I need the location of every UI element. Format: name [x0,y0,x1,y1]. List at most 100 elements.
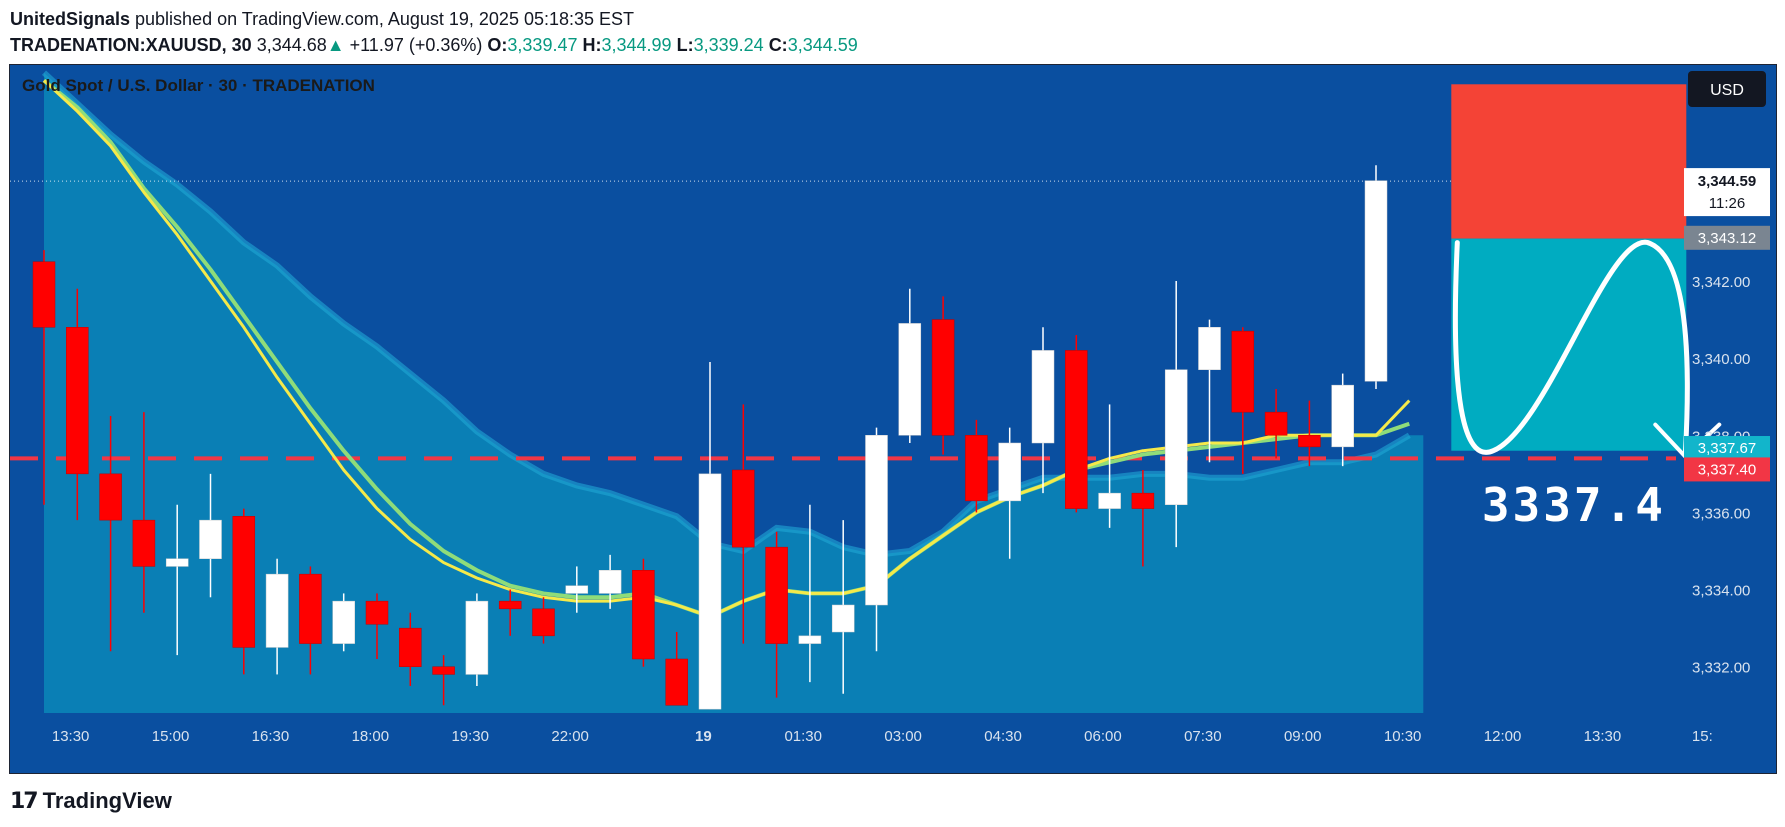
cyan-price-tag [1684,436,1770,461]
last-price-tag [1684,168,1770,217]
symbol-label: TRADENATION:XAUUSD, 30 [10,35,252,55]
x-tick-label: 19:30 [451,728,489,745]
candle[interactable] [831,604,855,633]
candle[interactable] [1264,411,1288,436]
candle[interactable] [1131,492,1155,509]
open-value: 3,339.47 [507,35,578,55]
close-value: 3,344.59 [787,35,858,55]
candle[interactable] [532,608,555,637]
ohlc-line: TRADENATION:XAUUSD, 30 3,344.68▲ +11.97 … [10,32,1410,58]
candle[interactable] [165,558,189,567]
candle[interactable] [1164,369,1188,505]
candle[interactable] [299,573,322,644]
price-change: +11.97 (+0.36%) [349,35,483,55]
published-text: published on TradingView.com, August 19,… [130,9,635,29]
candle[interactable] [1231,330,1255,413]
x-tick-label: 07:30 [1184,728,1222,745]
candle[interactable] [1298,435,1321,448]
candle[interactable] [199,519,222,559]
low-value: 3,339.24 [693,35,764,55]
x-tick-label: 15: [1692,728,1713,745]
candle[interactable] [698,473,722,710]
open-label: O: [487,35,508,55]
y-tick-label: 3,334.00 [1692,583,1750,600]
candle[interactable] [898,323,922,436]
x-tick-label: 16:30 [252,728,290,745]
candle[interactable] [1331,384,1354,448]
candle[interactable] [965,435,988,502]
candle[interactable] [365,600,389,625]
up-arrow-icon: ▲ [326,35,345,55]
candle[interactable] [1098,492,1121,509]
tradingview-logo-icon: 17 [10,788,39,814]
candle[interactable] [232,516,256,648]
candle[interactable] [598,570,622,594]
x-axis-band [10,713,1776,773]
candle[interactable] [332,600,355,644]
candle[interactable] [798,635,822,644]
candle[interactable] [132,519,156,567]
grey-price-tag-label: 3,343.12 [1698,230,1756,247]
chart-title: Gold Spot / U.S. Dollar · 30 · TRADENATI… [22,76,375,95]
candle[interactable] [32,261,56,328]
level-price-tag [1684,457,1770,482]
candle[interactable] [66,327,89,475]
x-tick-label: 22:00 [551,728,589,745]
y-tick-label: 3,342.00 [1692,274,1750,291]
x-tick-label: 13:30 [52,728,90,745]
candle[interactable] [1031,350,1055,444]
candle[interactable] [265,573,289,648]
candle[interactable] [865,435,888,606]
x-tick-label: 03:00 [884,728,922,745]
chart-frame[interactable]: 3337.4 Gold Spot / U.S. Dollar · 30 · TRA… [9,64,1777,774]
candle[interactable] [998,442,1021,502]
candle[interactable] [931,319,955,436]
currency-button[interactable] [1688,71,1766,107]
candle[interactable] [399,627,422,667]
candle[interactable] [732,469,755,548]
x-tick-label: 09:00 [1284,728,1322,745]
candle[interactable] [565,585,589,594]
publish-line: UnitedSignals published on TradingView.c… [10,6,1410,32]
author-name[interactable]: UnitedSignals [10,9,131,29]
brand-name: TradingView [42,788,172,813]
x-tick-label: 12:00 [1484,728,1522,745]
chart-header: UnitedSignals published on TradingView.c… [10,6,1410,58]
last-price-tag-label: 3,344.59 [1698,173,1756,190]
candle[interactable] [665,658,688,706]
price-chart[interactable]: 3337.4 Gold Spot / U.S. Dollar · 30 · TRA… [10,65,1776,773]
projection-curve [1452,239,1690,458]
y-tick-label: 3,332.00 [1692,660,1750,677]
x-tick-label: 15:00 [152,728,190,745]
x-tick-label: 13:30 [1584,728,1622,745]
high-value: 3,344.99 [601,35,672,55]
y-tick-label: 3,336.00 [1692,505,1750,522]
x-tick-label: 10:30 [1384,728,1422,745]
x-tick-label: 04:30 [984,728,1022,745]
grey-price-tag [1684,225,1770,250]
level-price-tag-label: 3,337.40 [1698,461,1756,478]
x-tick-label: 01:30 [784,728,822,745]
high-label: H: [582,35,602,55]
candle[interactable] [1364,180,1388,382]
candle[interactable] [1065,350,1088,509]
footer-brand: 17 TradingView [10,786,172,816]
low-label: L: [676,35,694,55]
currency-button-label: USD [1710,82,1744,99]
candle[interactable] [432,666,455,675]
candle[interactable] [99,473,122,521]
last-price: 3,344.68 [256,35,327,55]
close-label: C: [768,35,788,55]
x-tick-label: 19 [695,728,712,745]
x-tick-label: 06:00 [1084,728,1122,745]
stop-loss-zone[interactable] [1451,84,1687,239]
y-tick-label: 3,340.00 [1692,351,1750,368]
candle[interactable] [765,546,788,644]
x-tick-label: 18:00 [352,728,390,745]
ma-area-fill [44,72,1424,713]
candle[interactable] [465,600,489,675]
candle[interactable] [1198,327,1221,370]
candle[interactable] [498,600,522,610]
level-big-label: 3337.4 [1482,478,1666,532]
candle[interactable] [632,570,655,660]
